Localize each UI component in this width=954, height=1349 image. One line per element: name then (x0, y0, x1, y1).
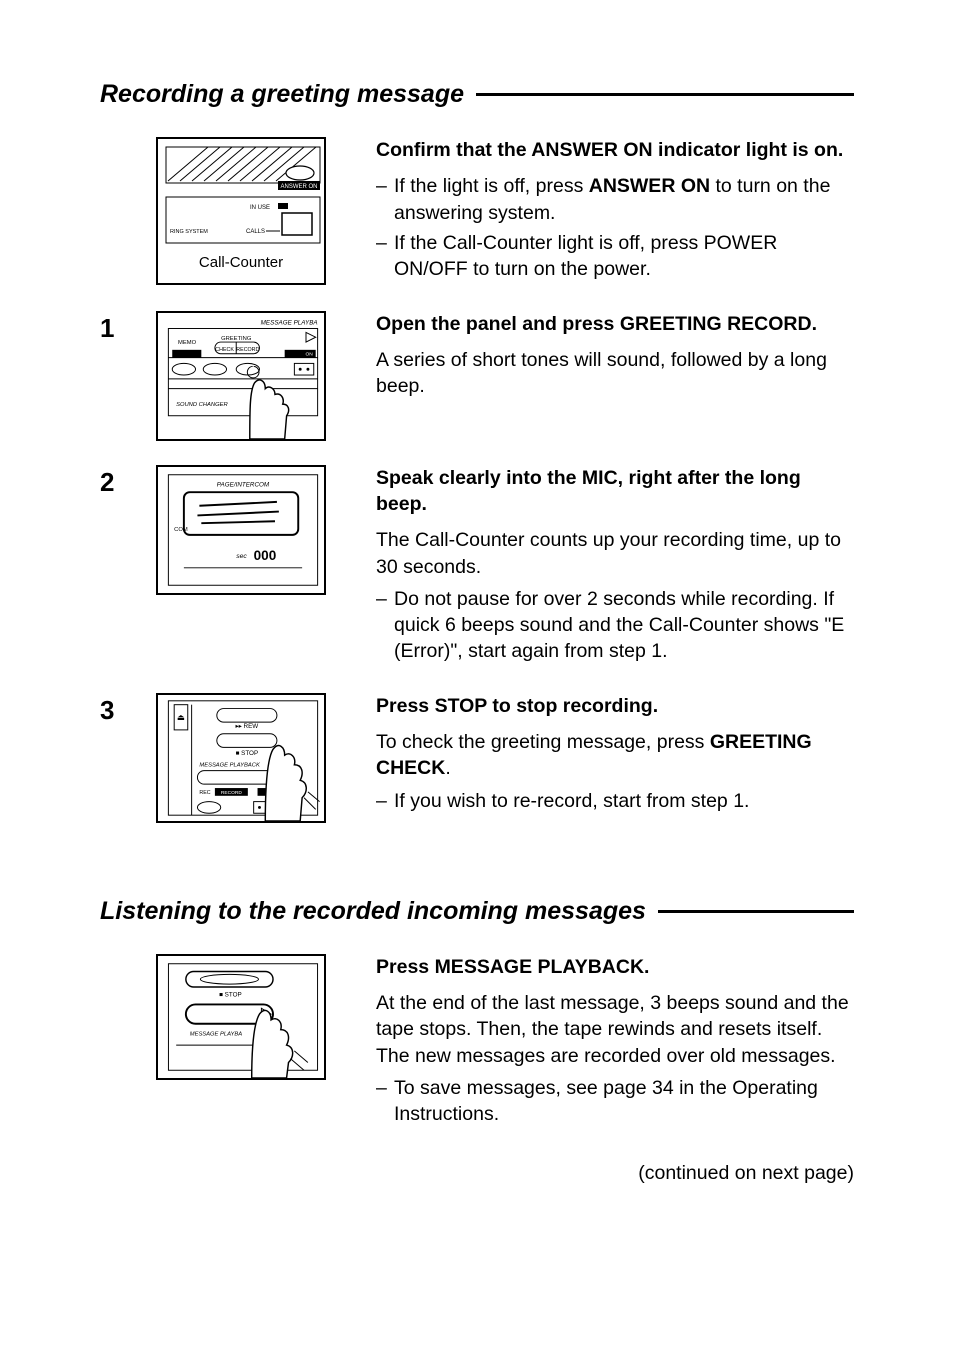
svg-text:MESSAGE PLAYBACK: MESSAGE PLAYBACK (199, 762, 261, 768)
svg-text:⏏: ⏏ (177, 712, 185, 722)
body-text: At the end of the last message, 3 beeps … (376, 990, 854, 1069)
step-number: 3 (100, 693, 156, 726)
illustration-speak-mic: PAGE/INTERCOM COM sec 000 (156, 465, 326, 595)
body-text: To check the greeting message, press GRE… (376, 729, 854, 782)
svg-text:CHECK: CHECK (215, 346, 234, 352)
step-title: Confirm that the ANSWER ON indicator lig… (376, 137, 854, 163)
illustration-press-stop: ⏏ ▸▸ REW ■ STOP MESSAGE PLAYBACK REC REC… (156, 693, 326, 823)
bullet-list: –If you wish to re-record, start from st… (376, 788, 854, 814)
heading-rule (476, 93, 854, 96)
svg-text:ON: ON (306, 351, 314, 357)
body-text: The Call-Counter counts up your recordin… (376, 527, 854, 580)
svg-text:REC: REC (199, 790, 210, 796)
step-2: 2 PAGE/INTERCOM COM sec 000 Spea (100, 465, 854, 669)
step-title: Open the panel and press GREETING RECORD… (376, 311, 854, 337)
bullet-list: –To save messages, see page 34 in the Op… (376, 1075, 854, 1128)
step-title: Press STOP to stop recording. (376, 693, 854, 719)
svg-text:■ STOP: ■ STOP (236, 750, 259, 757)
body-text: A series of short tones will sound, foll… (376, 347, 854, 400)
bullet-list: –If the light is off, press ANSWER ON to… (376, 173, 854, 282)
step-number: 1 (100, 311, 156, 344)
svg-text:MEMO: MEMO (178, 340, 197, 346)
svg-text:CALLS: CALLS (246, 229, 265, 235)
illustration-greeting-record: MESSAGE PLAYBA MEMO GREETING CHECK RECOR… (156, 311, 326, 441)
step-1: 1 MESSAGE PLAYBA MEMO GREETING CHECK REC… (100, 311, 854, 441)
svg-text:MESSAGE PLAYBA: MESSAGE PLAYBA (190, 1031, 243, 1037)
svg-text:RING SYSTEM: RING SYSTEM (170, 229, 208, 235)
heading-text: Recording a greeting message (100, 80, 464, 109)
illustration-message-playback: ■ STOP MESSAGE PLAYBA (156, 954, 326, 1080)
step-title: Press MESSAGE PLAYBACK. (376, 954, 854, 980)
heading-rule (658, 910, 854, 913)
svg-text:COM: COM (174, 527, 188, 533)
continued-note: (continued on next page) (100, 1162, 854, 1185)
step-3: 3 ⏏ ▸▸ REW ■ STOP MESSAGE PLAYBACK REC (100, 693, 854, 823)
heading-text: Listening to the recorded incoming messa… (100, 897, 646, 926)
svg-text:SOUND CHANGER: SOUND CHANGER (176, 402, 228, 408)
svg-text:000: 000 (254, 548, 277, 563)
step-number: 2 (100, 465, 156, 498)
svg-text:MESSAGE PLAYBA: MESSAGE PLAYBA (261, 319, 318, 326)
step-intro: ANSWER ON IN USE RING SYSTEM CALLS Call-… (100, 137, 854, 287)
illus-caption: Call-Counter (158, 249, 324, 276)
section-heading-listening: Listening to the recorded incoming messa… (100, 897, 854, 926)
svg-text:RECORD: RECORD (221, 790, 242, 796)
svg-text:■ STOP: ■ STOP (219, 991, 242, 998)
bullet-list: –Do not pause for over 2 seconds while r… (376, 586, 854, 665)
svg-text:GREETING: GREETING (221, 336, 252, 342)
illustration-answer-on: ANSWER ON IN USE RING SYSTEM CALLS Call-… (156, 137, 326, 285)
svg-text:ANSWER ON: ANSWER ON (280, 184, 317, 190)
listening-intro: ■ STOP MESSAGE PLAYBA Press MESSAGE PLAY… (100, 954, 854, 1132)
step-title: Speak clearly into the MIC, right after … (376, 465, 854, 518)
svg-text:RECORD: RECORD (236, 346, 259, 352)
section-heading-recording: Recording a greeting message (100, 80, 854, 109)
svg-text:IN USE: IN USE (250, 205, 270, 211)
svg-text:▸▸ REW: ▸▸ REW (235, 723, 258, 730)
svg-text:sec: sec (236, 553, 247, 560)
svg-text:PAGE/INTERCOM: PAGE/INTERCOM (217, 481, 270, 488)
